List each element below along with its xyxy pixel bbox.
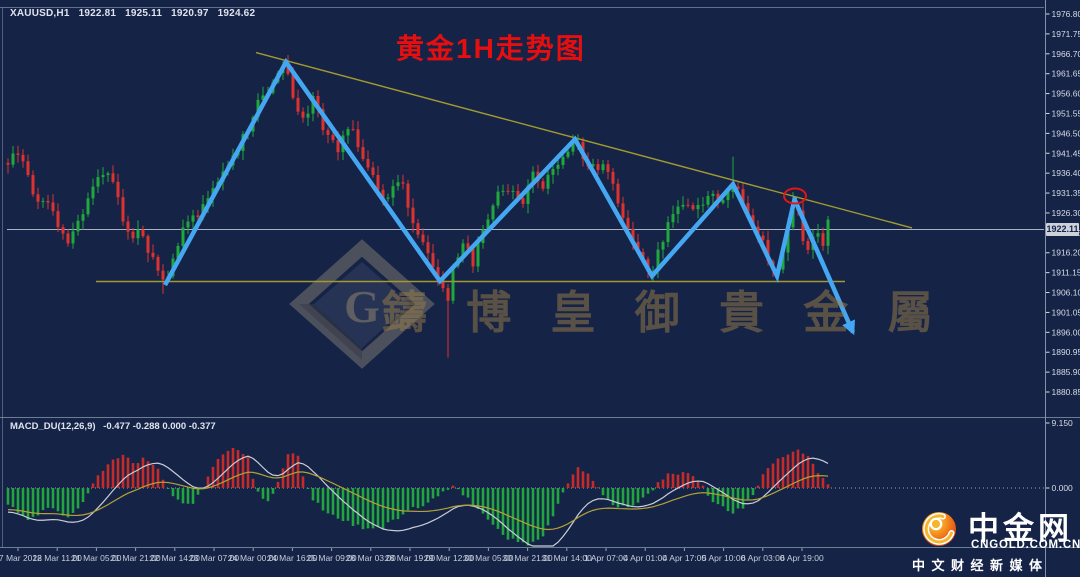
logo-domain: CNGOLD.COM.CN (971, 539, 1080, 551)
price-tick-label: 1906.10 (1052, 288, 1080, 298)
time-tick-label: 21 Mar 21:00 (111, 553, 161, 563)
macd-tick-label: 9.150 (1052, 418, 1074, 428)
bid-price-tag: 1922.11 (1046, 222, 1079, 236)
macd-indicator-readout: MACD_DU(12,26,9) -0.477 -0.288 0.000 -0.… (10, 421, 221, 432)
price-tick-label: 1961.65 (1052, 69, 1080, 79)
price-tick-label: 1946.50 (1052, 128, 1080, 138)
price-tick-label: 1890.95 (1052, 347, 1080, 357)
time-tick-label: 30 Mar 05:00 (463, 553, 513, 563)
price-tick-label: 1966.70 (1052, 49, 1080, 59)
logo-name: 中金网 (968, 511, 1073, 546)
macd-indicator-label: MACD_DU(12,26,9) (10, 421, 96, 432)
time-tick-label: 23 Mar 07:00 (189, 553, 239, 563)
macd-indicator-values: -0.477 -0.288 0.000 -0.377 (103, 421, 216, 432)
time-tick-label: 6 Apr 19:00 (780, 553, 824, 563)
symbol-ohlc-readout: XAUUSD,H1 1922.81 1925.11 1920.97 1924.6… (10, 8, 261, 19)
time-tick-label: 22 Mar 14:00 (150, 553, 200, 563)
red-circle-annotation[interactable] (783, 187, 807, 205)
price-tick-label: 1976.80 (1052, 9, 1080, 19)
price-tick-label: 1885.90 (1052, 367, 1080, 377)
time-tick-label: 29 Mar 12:00 (424, 553, 474, 563)
price-tick-label: 1971.75 (1052, 29, 1080, 39)
descending-trendline[interactable] (255, 51, 913, 229)
logo-tagline: 中文财经新媒体 (912, 558, 1049, 573)
time-tick-label: 18 Mar 11:00 (32, 553, 82, 563)
time-tick-label: 6 Apr 03:00 (741, 553, 785, 563)
price-tick-label: 1926.30 (1052, 208, 1080, 218)
watermark-diamond-logo: G (289, 239, 435, 369)
price-tick-label: 1911.15 (1052, 268, 1080, 278)
time-tick-label: 28 Mar 19:00 (385, 553, 435, 563)
macd-signal-line-white (7, 455, 829, 547)
price-tick-label: 1956.60 (1052, 89, 1080, 99)
price-tick-label: 1896.00 (1052, 327, 1080, 337)
macd-tick-label: 0.000 (1052, 483, 1074, 493)
symbol-label: XAUUSD,H1 (10, 8, 70, 19)
time-tick-label: 28 Mar 03:00 (346, 553, 396, 563)
down-arrow-annotation[interactable] (792, 199, 856, 336)
low-value: 1920.97 (171, 8, 209, 19)
time-tick-label: 4 Apr 01:00 (623, 553, 667, 563)
time-tick-label: 5 Apr 10:00 (702, 553, 746, 563)
high-value: 1925.11 (125, 8, 163, 19)
open-value: 1922.81 (78, 8, 117, 19)
time-tick-label: 24 Mar 00:00 (228, 553, 278, 563)
time-tick-label: 1 Apr 07:00 (584, 553, 628, 563)
watermark-text: 鑄 博 皇 御 貴 金 屬 (382, 288, 947, 338)
time-tick-label: 30 Mar 21:00 (503, 553, 553, 563)
zigzag-trend-annotation[interactable] (163, 57, 798, 287)
time-tick-label: 17 Mar 2022 (0, 553, 42, 563)
macd-histogram[interactable] (6, 447, 830, 546)
watermark-letter: G (344, 281, 380, 332)
price-tick-label: 1936.40 (1052, 168, 1080, 178)
price-tick-label: 1880.85 (1052, 387, 1080, 397)
swirl-flame-icon (922, 512, 956, 546)
chart-title: 黄金1H走势图 (396, 33, 586, 64)
price-tick-label: 1931.35 (1052, 188, 1080, 198)
time-tick-label: 24 Mar 16:00 (267, 553, 317, 563)
time-tick-label: 25 Mar 09:00 (307, 553, 357, 563)
close-value: 1924.62 (217, 8, 256, 19)
price-tick-label: 1916.20 (1052, 248, 1080, 258)
macd-signal-line-yellow (7, 471, 829, 531)
price-tick-label: 1951.55 (1052, 108, 1080, 118)
cngold-logo: 中金网 CNGOLD.COM.CN 中文财经新媒体 (908, 500, 1080, 577)
price-tick-label: 1941.45 (1052, 148, 1080, 158)
time-tick-label: 21 Mar 05:00 (71, 553, 121, 563)
time-tick-label: 31 Mar 14:00 (542, 553, 592, 563)
price-axis[interactable]: 1976.80 1971.75 1966.70 1961.65 1956.60 1951.… (1045, 9, 1080, 493)
price-tick-label: 1901.05 (1052, 307, 1080, 317)
time-tick-label: 4 Apr 17:00 (663, 553, 707, 563)
